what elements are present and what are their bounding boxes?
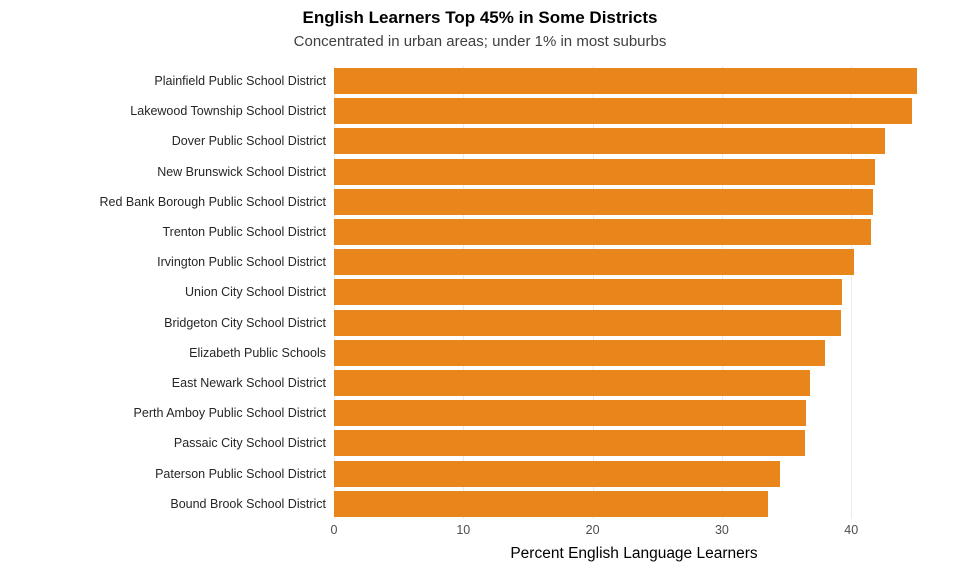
bar-label: New Brunswick School District [157,164,326,179]
y-axis-labels: Plainfield Public School District Lakewoo… [0,66,334,519]
bar-series [334,66,934,519]
bar [334,158,875,185]
bar-row [334,338,934,368]
bar-label: Perth Amboy Public School District [133,406,326,421]
bar-label: Dover Public School District [171,134,326,149]
bar-label: Passaic City School District [173,436,326,451]
chart-body: Plainfield Public School District Lakewoo… [0,66,960,519]
bar-row [334,126,934,156]
bar [334,460,781,487]
bar-row [334,308,934,338]
bar-label: Union City School District [184,285,326,300]
bar-row [334,489,934,519]
bar-row [334,247,934,277]
bar [334,430,805,457]
bar [334,188,874,215]
bar [334,219,871,246]
bar-row [334,66,934,96]
bar-row [334,368,934,398]
bar-row [334,428,934,458]
x-axis-tick-labels: 0 10 20 30 40 [330,523,934,539]
x-axis-tick: 20 [585,523,600,537]
bar-label: Plainfield Public School District [154,74,326,89]
bar [334,309,841,336]
x-axis-tick: 30 [714,523,729,537]
bar-label: Trenton Public School District [162,225,327,240]
bar [334,68,918,95]
bar-label: Paterson Public School District [155,466,326,481]
bar [334,400,806,427]
bar [334,369,810,396]
x-axis-tick: 0 [330,523,338,537]
bar-label: Elizabeth Public Schools [189,345,326,360]
bar-row [334,157,934,187]
bar-label: Irvington Public School District [157,255,326,270]
bar [334,490,769,517]
bar-label: Red Bank Borough Public School District [99,194,326,209]
x-axis-title: Percent English Language Learners [510,545,758,562]
bar [334,128,885,155]
bar-label: East Newark School District [171,375,326,390]
bar [334,249,854,276]
chart-title: English Learners Top 45% in Some Distric… [302,8,658,27]
bar-row [334,458,934,488]
bar [334,98,913,125]
x-axis-tick: 10 [456,523,471,537]
bar-row [334,217,934,247]
bar-row [334,398,934,428]
bar-row [334,96,934,126]
bar [334,339,826,366]
x-axis-tick: 40 [844,523,859,537]
bar-label: Lakewood Township School District [130,104,326,119]
bar-row [334,187,934,217]
chart-subtitle: Concentrated in urban areas; under 1% in… [293,33,667,50]
bar-row [334,277,934,307]
bar-label: Bridgeton City School District [164,315,326,330]
plot-panel [334,66,934,519]
bar-label: Bound Brook School District [170,496,326,511]
bar [334,279,843,306]
